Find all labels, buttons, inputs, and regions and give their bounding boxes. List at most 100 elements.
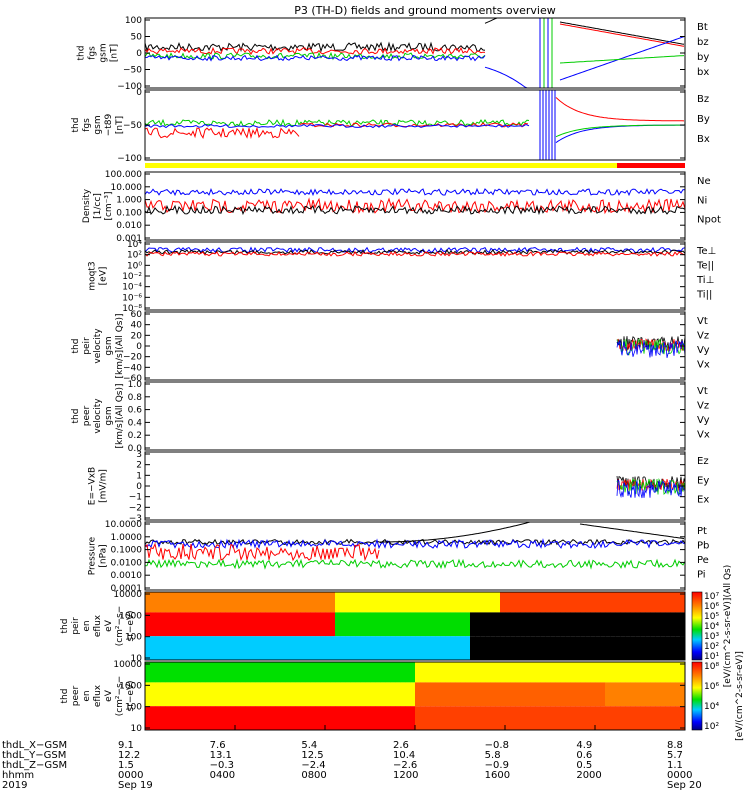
heatmap-cell <box>475 706 481 730</box>
heatmap-cell <box>235 612 241 637</box>
y-tick-label: 0.0001 <box>111 584 143 594</box>
x-axis-value: Sep 20 <box>667 780 702 791</box>
panel-frame <box>144 311 686 381</box>
heatmap-cell <box>455 592 461 613</box>
heatmap-cell <box>295 682 301 707</box>
heatmap-cell <box>665 636 671 660</box>
x-axis-row-label: thdL_Z−GSM <box>2 760 67 771</box>
heatmap-cell <box>545 706 551 730</box>
heatmap-cell <box>385 592 391 613</box>
heatmap-cell <box>195 592 201 613</box>
heatmap-cell <box>635 636 641 660</box>
heatmap-cell <box>655 706 661 730</box>
heatmap-cell <box>280 682 286 707</box>
heatmap-cell <box>275 662 281 683</box>
x-axis-value: 10.4 <box>393 750 415 761</box>
heatmap-cell <box>595 592 601 613</box>
heatmap-cell <box>415 612 421 637</box>
heatmap-cell <box>655 662 661 683</box>
heatmap-cell <box>220 706 226 730</box>
heatmap-cell <box>260 662 266 683</box>
heatmap-cell <box>410 636 416 660</box>
panel-frame <box>144 381 686 451</box>
y-axis-label-line: thd <box>71 118 81 133</box>
heatmap-cell <box>670 706 676 730</box>
heatmap-cell <box>565 682 571 707</box>
heatmap-cell <box>290 706 296 730</box>
heatmap-cell <box>310 706 316 730</box>
heatmap-cell <box>555 706 561 730</box>
heatmap-cell <box>555 636 561 660</box>
x-axis-value: 13.1 <box>210 750 232 761</box>
heatmap-cell <box>385 706 391 730</box>
heatmap-cell <box>305 612 311 637</box>
legend: Bz By Bx <box>697 94 710 145</box>
legend-label: Ez <box>697 456 709 467</box>
heatmap-cell <box>505 592 511 613</box>
series-line-teperp <box>144 251 686 257</box>
panels: Btbzbybx100500−50−100thdfgsgsm[nT]BzByBx… <box>60 16 745 741</box>
heatmap-cell <box>160 612 166 637</box>
x-axis-row-label: 2019 <box>2 780 27 791</box>
heatmap-cell <box>265 592 271 613</box>
heatmap-cell <box>430 682 436 707</box>
heatmap-cell <box>375 592 381 613</box>
heatmap-cell <box>305 592 311 613</box>
heatmap-cell <box>655 592 661 613</box>
heatmap-cell <box>520 592 526 613</box>
y-tick-label: 0.6 <box>128 406 143 416</box>
y-axis-label-line: peir <box>71 617 81 635</box>
x-axis-value: 0800 <box>301 770 326 781</box>
y-tick-label: 10000 <box>113 660 142 670</box>
heatmap-cell <box>430 612 436 637</box>
heatmap-cell <box>345 612 351 637</box>
heatmap-cell <box>465 682 471 707</box>
colorbar-tick-label: 10¹ <box>704 652 719 662</box>
heatmap-cell <box>360 662 366 683</box>
heatmap-cell <box>165 592 171 613</box>
y-axis-label: thdpeirenefluxeV(cm²−s−sr−eV) <box>60 606 136 647</box>
heatmap-cell <box>620 612 626 637</box>
y-axis-label-line: Pressure <box>88 536 98 575</box>
time-axis: thdL_X−GSM 9.1 7.6 5.4 2.6 −0.8 4.9 8.8 thdL_Y−G… <box>2 725 702 791</box>
heatmap-cell <box>240 636 246 660</box>
heatmap-cell <box>325 662 331 683</box>
heatmap-cell <box>175 612 181 637</box>
heatmap-cell <box>210 612 216 637</box>
heatmap-cell <box>350 682 356 707</box>
y-tick-label: 1 <box>136 471 142 481</box>
heatmap-cell <box>195 636 201 660</box>
heatmap-cell <box>195 706 201 730</box>
heatmap-cell <box>470 592 476 613</box>
heatmap-cell <box>175 662 181 683</box>
y-tick-label: 0.1000 <box>111 546 143 556</box>
heatmap-cell <box>635 612 641 637</box>
heatmap-cell <box>355 706 361 730</box>
x-axis-value: 12.5 <box>301 750 323 761</box>
heatmap-cell <box>570 612 576 637</box>
y-axis-label-line: en <box>82 690 92 701</box>
heatmap-cell <box>610 682 616 707</box>
heatmap-cell <box>650 706 656 730</box>
heatmap-cell <box>535 682 541 707</box>
heatmap-cell <box>475 636 481 660</box>
heatmap-cell <box>360 592 366 613</box>
heatmap-cell <box>490 706 496 730</box>
heatmap-cell <box>510 682 516 707</box>
heatmap-cell <box>215 612 221 637</box>
y-axis-label-line: [eV] <box>99 267 109 286</box>
colorbar-tick-label: 10⁶ <box>704 682 719 692</box>
heatmap-cell <box>390 592 396 613</box>
heatmap-cell <box>340 636 346 660</box>
heatmap-cell <box>505 662 511 683</box>
orbit-bar-yellow <box>145 163 617 168</box>
x-axis-value: 0.6 <box>576 750 592 761</box>
heatmap-cell <box>185 612 191 637</box>
heatmap-cell <box>445 592 451 613</box>
heatmap-cell <box>390 612 396 637</box>
y-tick-label: 0.2 <box>128 431 142 441</box>
heatmap-cell <box>350 636 356 660</box>
heatmap-cell <box>585 592 591 613</box>
y-axis-label-line: fgs <box>82 118 92 132</box>
